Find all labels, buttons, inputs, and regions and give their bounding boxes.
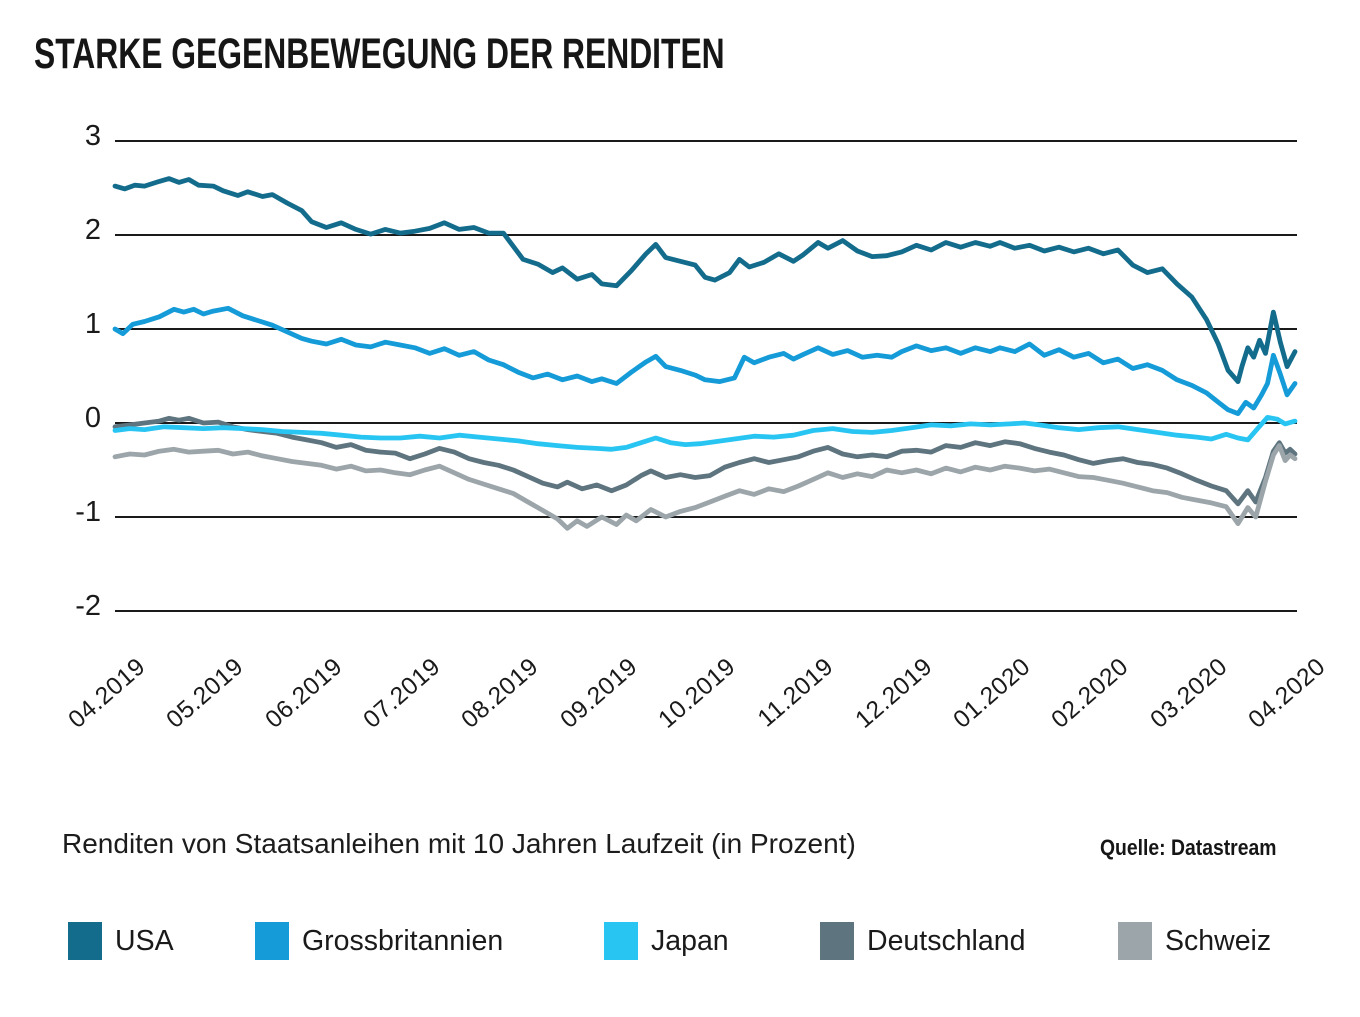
page-title: STARKE GEGENBEWEGUNG DER RENDITEN <box>34 30 725 78</box>
y-axis-tick-label: 2 <box>84 214 101 246</box>
series-line-deutschland <box>112 415 1298 507</box>
series-line-japan <box>112 414 1298 452</box>
y-axis-tick-label: -1 <box>75 496 101 528</box>
chart-caption: Renditen von Staatsanleihen mit 10 Jahre… <box>62 828 856 859</box>
source-credit: Quelle: Datastream <box>1100 835 1277 860</box>
y-axis-tick-label: -2 <box>75 590 101 622</box>
y-axis-tick-label: 0 <box>84 402 101 434</box>
series-line-grossbritannien <box>112 305 1298 417</box>
y-axis-tick-label: 1 <box>84 308 101 340</box>
series-line-usa <box>112 176 1298 385</box>
y-axis-tick-label: 3 <box>84 120 101 152</box>
series-line-schweiz <box>112 443 1298 531</box>
